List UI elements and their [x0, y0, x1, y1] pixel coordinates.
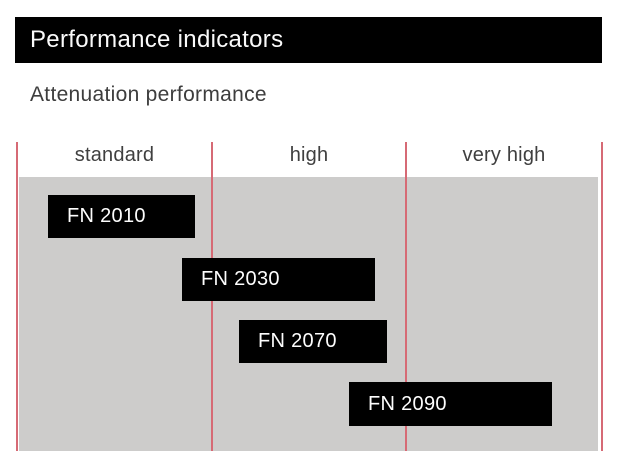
range-bar-fn-2010: FN 2010 — [48, 195, 195, 238]
bar-label: FN 2010 — [67, 205, 146, 227]
chart-title: Attenuation performance — [30, 83, 267, 106]
grid-line — [601, 142, 603, 451]
bar-label: FN 2070 — [258, 330, 337, 352]
title-bar: Performance indicators — [15, 17, 602, 63]
range-bar-fn-2070: FN 2070 — [239, 320, 387, 363]
bar-label: FN 2090 — [368, 393, 447, 415]
column-label-very-high: very high — [462, 144, 546, 166]
grid-line — [16, 142, 18, 451]
grid-line — [405, 142, 407, 451]
column-label-standard: standard — [74, 144, 155, 166]
range-bar-fn-2030: FN 2030 — [182, 258, 375, 301]
range-bar-fn-2090: FN 2090 — [349, 382, 552, 426]
bar-label: FN 2030 — [201, 268, 280, 290]
column-label-high: high — [289, 144, 329, 166]
page-title: Performance indicators — [30, 26, 284, 53]
